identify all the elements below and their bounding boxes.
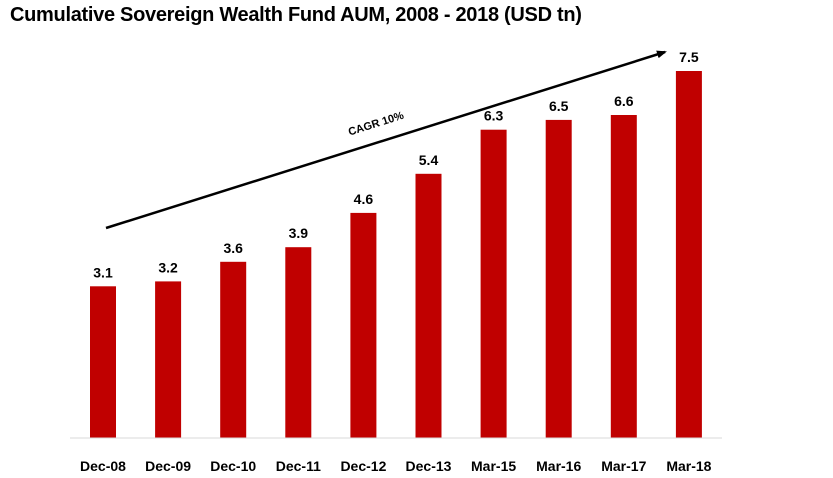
tick-label-dec-13: Dec-13 <box>406 458 452 474</box>
tick-label-mar-16: Mar-16 <box>536 458 581 474</box>
value-label-dec-11: 3.9 <box>289 225 309 241</box>
tick-label-mar-17: Mar-17 <box>601 458 646 474</box>
bar-dec-12 <box>350 212 377 438</box>
bar-mar-18 <box>675 71 702 438</box>
bars-layer: 3.1 3.2 3.6 3.9 4.6 5.4 6.3 6.5 6.6 7.5 <box>90 49 702 439</box>
value-label-mar-18: 7.5 <box>679 49 699 65</box>
value-label-dec-12: 4.6 <box>354 191 374 207</box>
tick-label-dec-08: Dec-08 <box>80 458 126 474</box>
bar-dec-13 <box>415 173 442 439</box>
tick-label-dec-09: Dec-09 <box>145 458 191 474</box>
bar-dec-11 <box>285 247 312 438</box>
value-label-mar-15: 6.3 <box>484 108 504 124</box>
cagr-trend-arrow <box>105 50 667 230</box>
value-label-dec-10: 3.6 <box>223 240 243 256</box>
value-label-dec-13: 5.4 <box>419 152 439 168</box>
bar-dec-08 <box>90 286 116 438</box>
bar-dec-10 <box>220 261 247 438</box>
bar-mar-16 <box>545 119 572 439</box>
value-label-mar-17: 6.6 <box>614 93 634 109</box>
value-label-dec-08: 3.1 <box>93 264 113 280</box>
value-label-dec-09: 3.2 <box>158 259 178 275</box>
bar-dec-09 <box>155 281 182 438</box>
bar-mar-17 <box>610 115 637 438</box>
bar-mar-15 <box>480 129 507 438</box>
tick-label-dec-12: Dec-12 <box>340 458 386 474</box>
tick-label-dec-11: Dec-11 <box>276 458 321 474</box>
cagr-annotation: CAGR 10% <box>347 110 406 139</box>
tick-label-dec-10: Dec-10 <box>210 458 256 474</box>
tick-label-mar-18: Mar-18 <box>666 458 711 474</box>
tick-label-mar-15: Mar-15 <box>471 458 516 474</box>
chart-title: Cumulative Sovereign Wealth Fund AUM, 20… <box>10 4 582 26</box>
x-tick-labels: Dec-08 Dec-09 Dec-10 Dec-11 Dec-12 Dec-13 Mar-… <box>80 458 712 474</box>
value-label-mar-16: 6.5 <box>549 98 569 114</box>
